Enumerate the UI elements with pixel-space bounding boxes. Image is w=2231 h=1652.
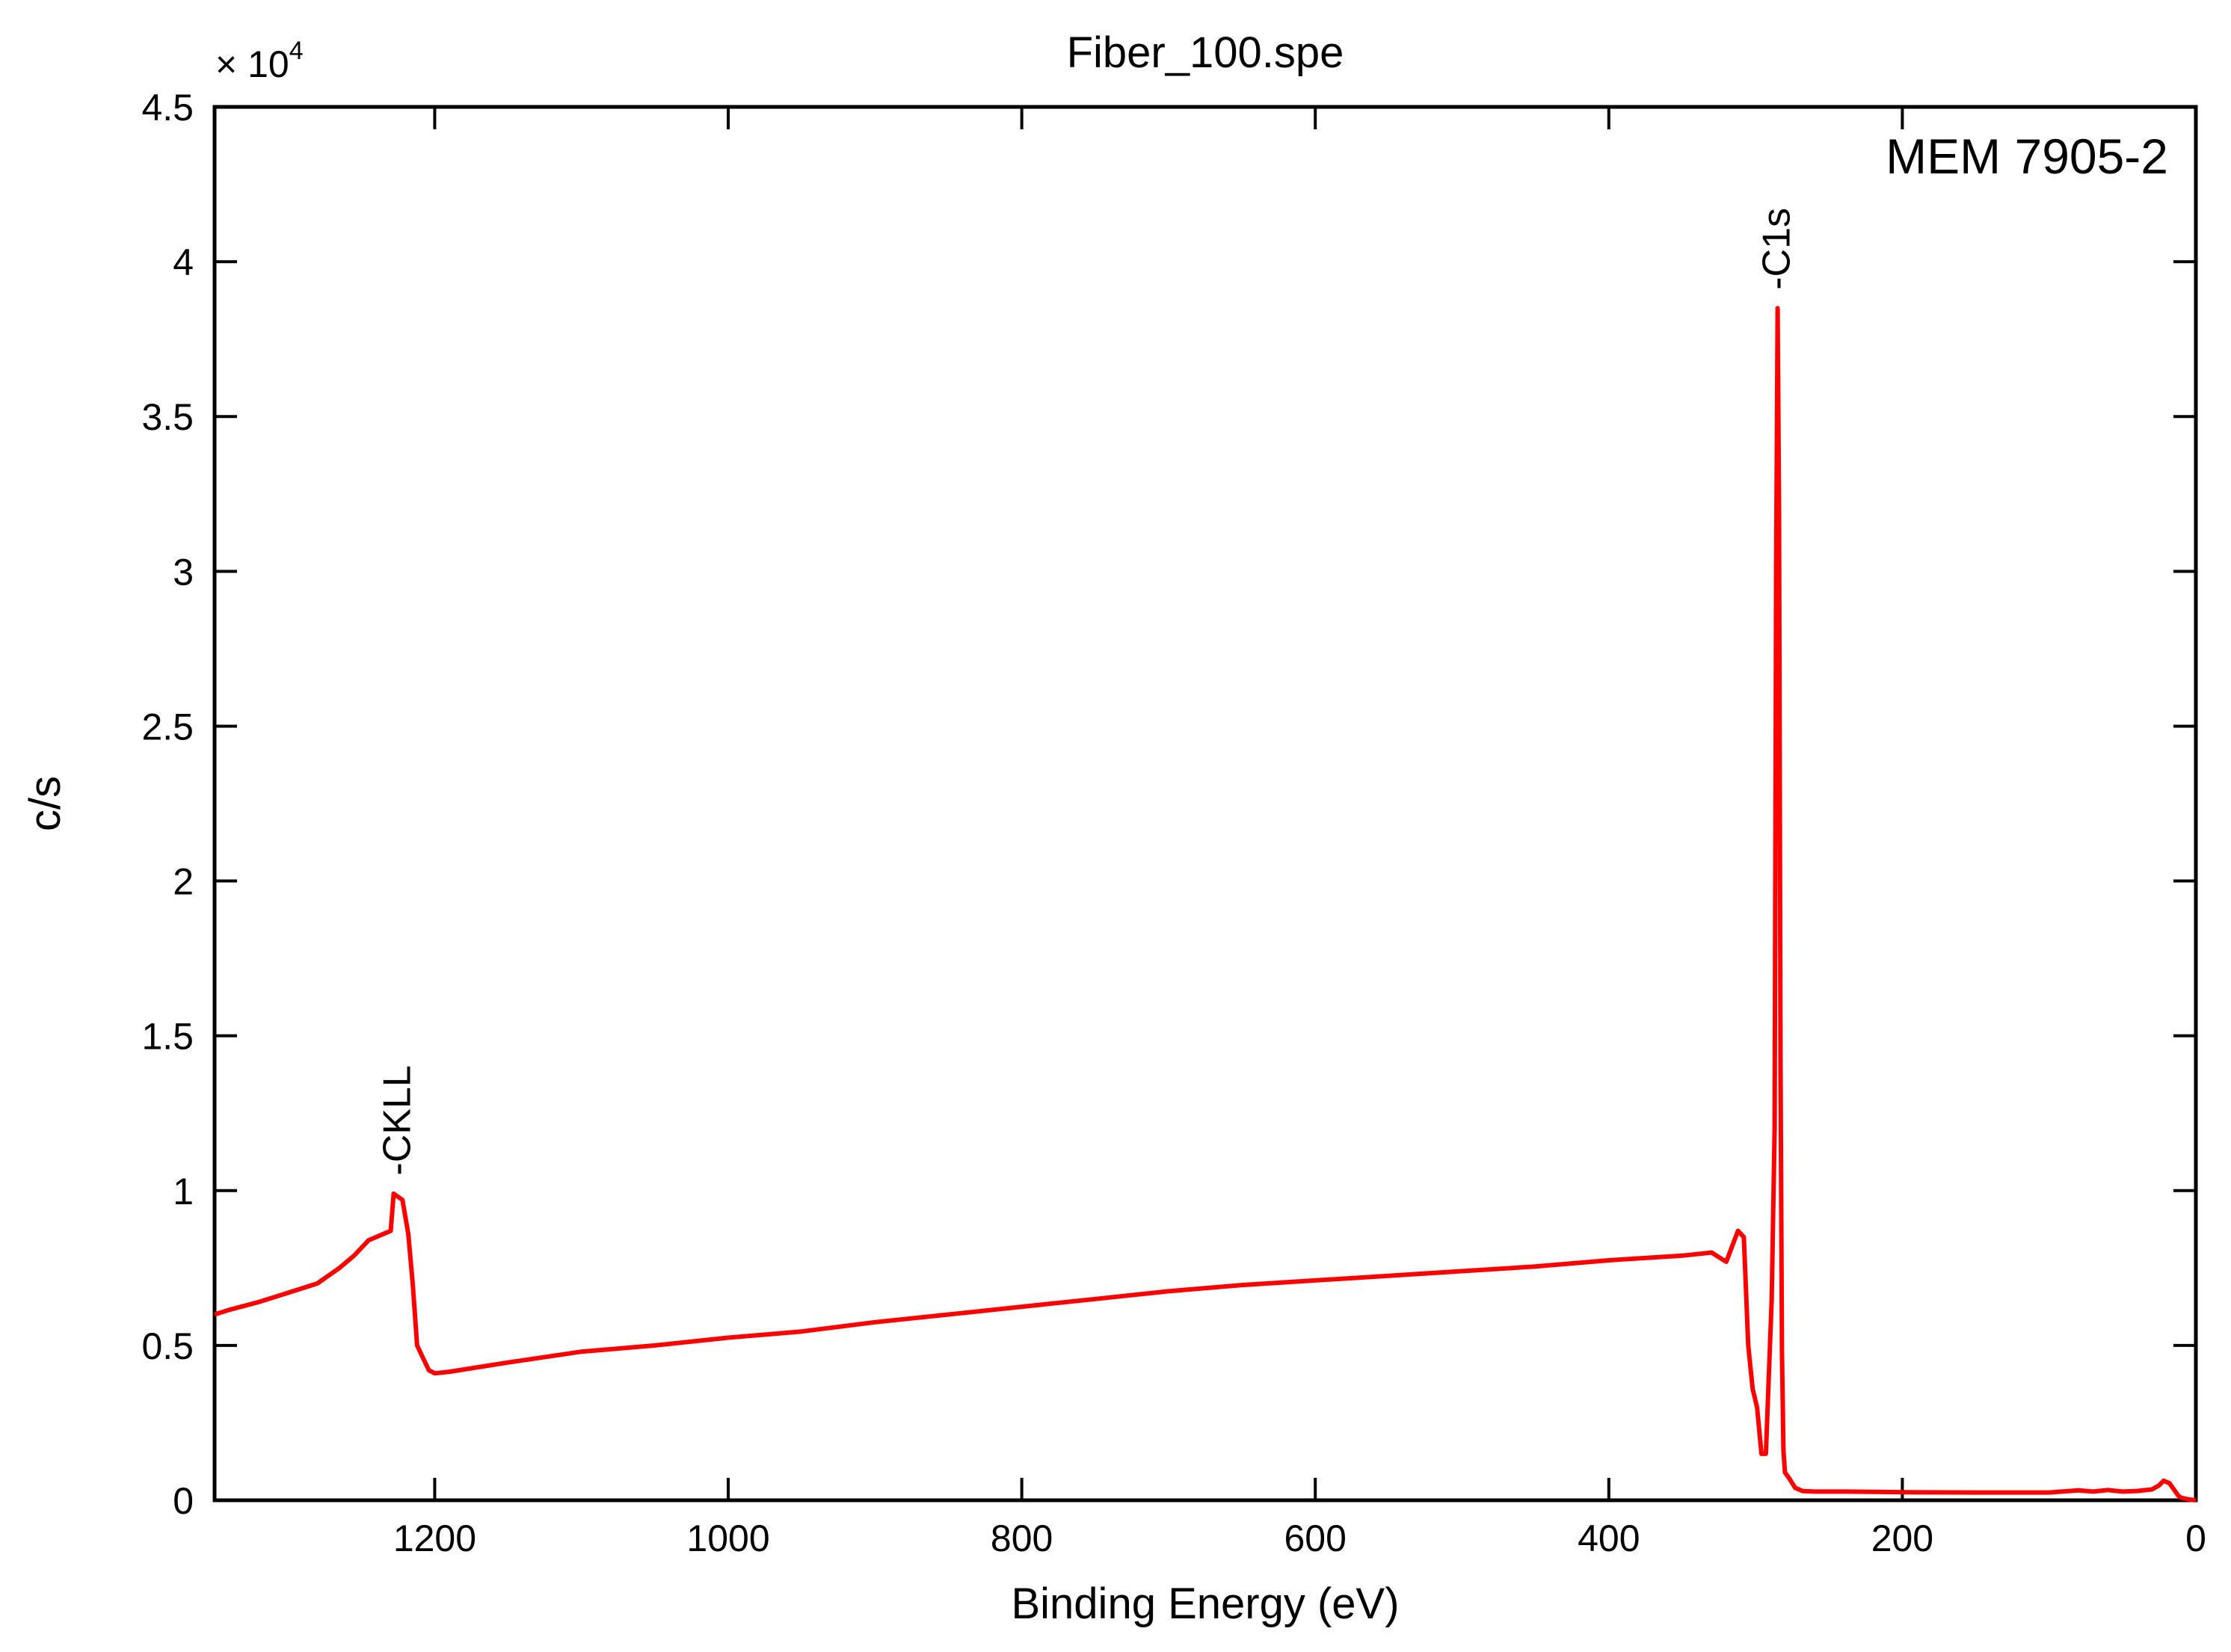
x-tick-label: 0 bbox=[2185, 1517, 2206, 1559]
peak-label: -C1s bbox=[1755, 208, 1799, 290]
y-multiplier-label: × 104 bbox=[215, 37, 304, 85]
peak-label: -CKLL bbox=[375, 1065, 419, 1175]
y-tick-label: 4 bbox=[173, 241, 194, 283]
y-axis-title: c/s bbox=[21, 776, 70, 831]
y-tick-label: 3 bbox=[173, 551, 194, 593]
y-tick-label: 2 bbox=[173, 861, 194, 903]
x-tick-label: 1200 bbox=[393, 1517, 476, 1559]
y-tick-label: 1 bbox=[173, 1171, 194, 1212]
series-line bbox=[214, 306, 2197, 1502]
x-tick-label: 200 bbox=[1871, 1517, 1933, 1559]
x-tick-label: 800 bbox=[991, 1517, 1053, 1559]
y-tick-label: 1.5 bbox=[141, 1016, 194, 1058]
y-tick-label: 0 bbox=[173, 1480, 194, 1522]
x-axis-title: Binding Energy (eV) bbox=[1011, 1579, 1399, 1628]
y-multiplier-exponent: 4 bbox=[289, 37, 304, 65]
x-axis-ticks: 1200 1000 800 600 400 200 0 bbox=[393, 107, 2206, 1559]
y-axis-ticks: 0 0.5 1 1.5 2 2.5 3 3.5 4 4.5 bbox=[141, 87, 2196, 1522]
y-tick-label: 4.5 bbox=[141, 87, 194, 129]
chart-title: Fiber_100.spe bbox=[1067, 28, 1344, 77]
y-tick-label: 3.5 bbox=[141, 396, 194, 438]
y-multiplier-base: × 10 bbox=[215, 43, 289, 85]
y-tick-label: 2.5 bbox=[141, 706, 194, 748]
peak-annotations: -CKLL -C1s bbox=[375, 208, 1798, 1175]
y-tick-label: 0.5 bbox=[141, 1325, 194, 1367]
x-tick-label: 1000 bbox=[686, 1517, 769, 1559]
legend-series-label: MEM 7905-2 bbox=[1886, 129, 2168, 184]
x-tick-label: 600 bbox=[1284, 1517, 1347, 1559]
x-tick-label: 400 bbox=[1578, 1517, 1640, 1559]
plot-frame bbox=[212, 105, 2198, 1502]
